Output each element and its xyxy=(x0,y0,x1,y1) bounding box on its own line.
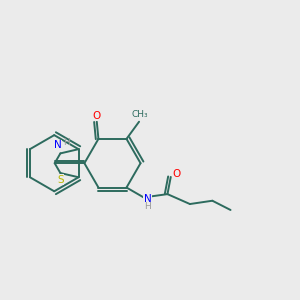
Text: H: H xyxy=(144,202,151,211)
Text: CH₃: CH₃ xyxy=(131,110,148,119)
Text: O: O xyxy=(172,169,181,178)
Text: O: O xyxy=(93,111,101,121)
Text: N: N xyxy=(54,140,62,150)
Text: N: N xyxy=(144,194,152,204)
Text: H: H xyxy=(63,138,70,147)
Text: S: S xyxy=(57,175,64,184)
